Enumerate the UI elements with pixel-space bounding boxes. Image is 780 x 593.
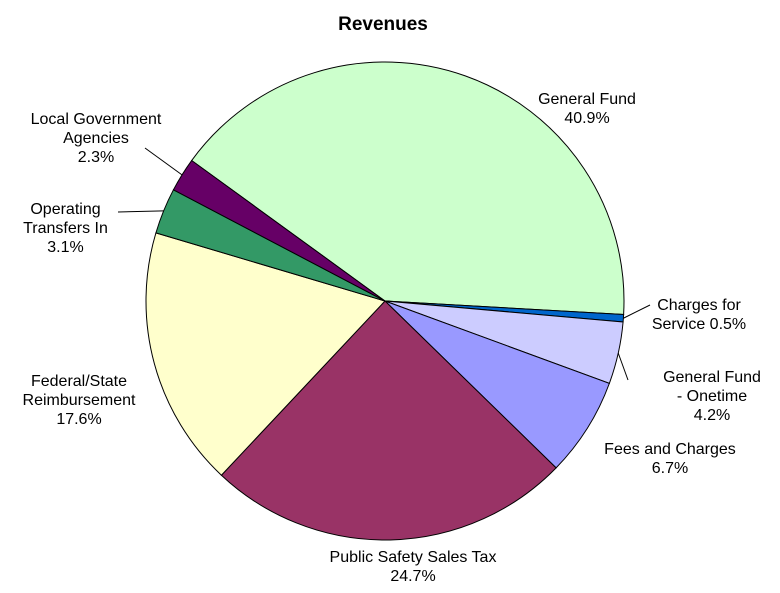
slice-label: Fees and Charges 6.7% — [580, 440, 760, 478]
leader-line — [623, 304, 651, 319]
pie-slice — [220, 300, 557, 541]
category-label: Public Safety Sales Tax — [329, 549, 497, 566]
value-label: 24.7% — [390, 568, 436, 585]
value-label: 6.7% — [651, 460, 689, 477]
value-label: 0.5% — [709, 316, 747, 333]
category-label: General Fund — [538, 91, 636, 108]
category-label: Charges for Service — [651, 297, 741, 333]
leader-line — [117, 210, 164, 213]
value-label: 17.6% — [56, 411, 102, 428]
category-label: Fees and Charges — [604, 441, 736, 458]
category-label: Federal/State Reimbursement — [22, 373, 136, 409]
slice-label: Operating Transfers In 3.1% — [18, 200, 113, 257]
value-label: 4.2% — [693, 407, 731, 424]
pie-slice — [172, 159, 386, 302]
category-label: Local Government Agencies — [30, 111, 162, 147]
value-label: 40.9% — [564, 110, 610, 127]
value-label: 3.1% — [47, 239, 84, 256]
slice-label: Charges for Service 0.5% — [645, 296, 753, 334]
slice-label: General Fund 40.9% — [527, 90, 647, 128]
value-label: 2.3% — [77, 149, 115, 166]
slice-label: Federal/State Reimbursement 17.6% — [10, 372, 148, 429]
category-label: General Fund - Onetime — [663, 369, 761, 405]
slice-label: Local Government Agencies 2.3% — [5, 110, 187, 167]
leader-line — [144, 147, 183, 176]
slice-label: General Fund - Onetime 4.2% — [660, 368, 764, 425]
pie-slice — [145, 232, 386, 476]
chart-title: Revenues — [338, 14, 428, 35]
slice-label: Public Safety Sales Tax 24.7% — [303, 548, 523, 586]
leader-line — [617, 352, 629, 381]
pie-slice — [190, 61, 625, 316]
category-label: Operating Transfers In — [23, 201, 108, 237]
